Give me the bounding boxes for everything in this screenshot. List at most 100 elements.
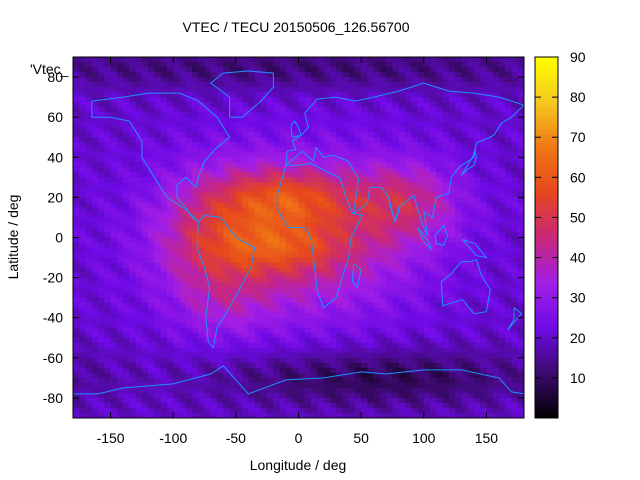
heatmap-cell bbox=[141, 207, 149, 213]
heatmap-cell bbox=[154, 137, 162, 143]
heatmap-cell bbox=[148, 107, 155, 113]
heatmap-cell bbox=[217, 352, 224, 359]
heatmap-cell bbox=[423, 362, 431, 369]
heatmap-cell bbox=[373, 197, 381, 203]
heatmap-cell bbox=[423, 292, 431, 299]
heatmap-cell bbox=[235, 302, 243, 309]
heatmap-cell bbox=[473, 167, 481, 173]
heatmap-cell bbox=[361, 177, 368, 183]
heatmap-cell bbox=[260, 282, 268, 289]
heatmap-cell bbox=[210, 312, 218, 319]
heatmap-cell bbox=[242, 142, 249, 148]
heatmap-cell bbox=[217, 187, 224, 193]
heatmap-cell bbox=[498, 167, 506, 173]
heatmap-cell bbox=[85, 287, 93, 294]
heatmap-cell bbox=[198, 332, 205, 339]
heatmap-cell bbox=[430, 167, 437, 173]
heatmap-cell bbox=[292, 247, 299, 253]
heatmap-cell bbox=[98, 102, 105, 108]
heatmap-cell bbox=[348, 237, 356, 243]
heatmap-cell bbox=[179, 332, 187, 339]
heatmap-cell bbox=[386, 132, 393, 138]
heatmap-cell bbox=[135, 257, 143, 263]
heatmap-cell bbox=[348, 297, 356, 304]
heatmap-cell bbox=[517, 117, 525, 123]
heatmap-cell bbox=[323, 137, 331, 143]
heatmap-cell bbox=[91, 297, 99, 304]
heatmap-cell bbox=[492, 287, 500, 294]
heatmap-cell bbox=[204, 57, 212, 63]
heatmap-cell bbox=[455, 177, 462, 183]
heatmap-cell bbox=[110, 317, 118, 324]
heatmap-cell bbox=[185, 332, 193, 339]
heatmap-cell bbox=[442, 77, 450, 83]
heatmap-cell bbox=[473, 282, 481, 289]
heatmap-cell bbox=[192, 192, 199, 198]
heatmap-cell bbox=[298, 347, 306, 354]
heatmap-cell bbox=[298, 337, 306, 344]
heatmap-cell bbox=[254, 112, 262, 118]
heatmap-cell bbox=[141, 67, 149, 73]
heatmap-cell bbox=[267, 347, 274, 354]
heatmap-cell bbox=[154, 222, 162, 228]
heatmap-cell bbox=[198, 277, 205, 284]
heatmap-cell bbox=[248, 107, 256, 113]
heatmap-cell bbox=[348, 62, 356, 68]
heatmap-cell bbox=[304, 322, 312, 329]
heatmap-cell bbox=[179, 357, 187, 364]
heatmap-cell bbox=[336, 312, 343, 319]
heatmap-cell bbox=[192, 147, 199, 153]
heatmap-cell bbox=[141, 162, 149, 168]
heatmap-cell bbox=[210, 367, 218, 374]
heatmap-cell bbox=[204, 102, 212, 108]
heatmap-cell bbox=[110, 302, 118, 309]
heatmap-cell bbox=[486, 147, 494, 153]
heatmap-cell bbox=[505, 187, 512, 193]
heatmap-cell bbox=[116, 82, 124, 88]
heatmap-cell bbox=[110, 147, 118, 153]
heatmap-cell bbox=[223, 317, 230, 324]
heatmap-cell bbox=[260, 102, 268, 108]
heatmap-cell bbox=[223, 237, 230, 243]
heatmap-cell bbox=[123, 272, 130, 279]
heatmap-cell bbox=[279, 122, 287, 128]
heatmap-cell bbox=[511, 372, 519, 379]
heatmap-cell bbox=[279, 187, 287, 193]
heatmap-cell bbox=[248, 57, 256, 63]
heatmap-cell bbox=[204, 302, 212, 309]
heatmap-cell bbox=[423, 302, 431, 309]
heatmap-cell bbox=[248, 277, 256, 284]
heatmap-cell bbox=[392, 102, 400, 108]
heatmap-cell bbox=[392, 167, 400, 173]
heatmap-cell bbox=[498, 382, 506, 389]
heatmap-cell bbox=[417, 92, 425, 98]
heatmap-cell bbox=[336, 72, 343, 78]
heatmap-cell bbox=[260, 147, 268, 153]
heatmap-cell bbox=[104, 197, 111, 203]
heatmap-cell bbox=[98, 297, 105, 304]
heatmap-cell bbox=[210, 137, 218, 143]
heatmap-cell bbox=[467, 242, 475, 248]
heatmap-cell bbox=[417, 62, 425, 68]
heatmap-cell bbox=[455, 312, 462, 319]
heatmap-cell bbox=[166, 112, 174, 118]
heatmap-cell bbox=[298, 332, 306, 339]
heatmap-cell bbox=[223, 377, 230, 384]
heatmap-cell bbox=[285, 127, 293, 133]
heatmap-cell bbox=[448, 352, 456, 359]
heatmap-cell bbox=[98, 402, 105, 409]
heatmap-cell bbox=[379, 137, 387, 143]
heatmap-cell bbox=[398, 297, 406, 304]
heatmap-cell bbox=[173, 147, 180, 153]
heatmap-cell bbox=[185, 142, 193, 148]
heatmap-cell bbox=[467, 172, 475, 178]
heatmap-cell bbox=[210, 227, 218, 233]
heatmap-cell bbox=[354, 297, 362, 304]
heatmap-cell bbox=[73, 237, 80, 243]
heatmap-cell bbox=[480, 397, 487, 404]
heatmap-cell bbox=[154, 217, 162, 223]
heatmap-cell bbox=[192, 222, 199, 228]
heatmap-cell bbox=[248, 202, 256, 208]
heatmap-cell bbox=[135, 392, 143, 399]
heatmap-cell bbox=[304, 157, 312, 163]
